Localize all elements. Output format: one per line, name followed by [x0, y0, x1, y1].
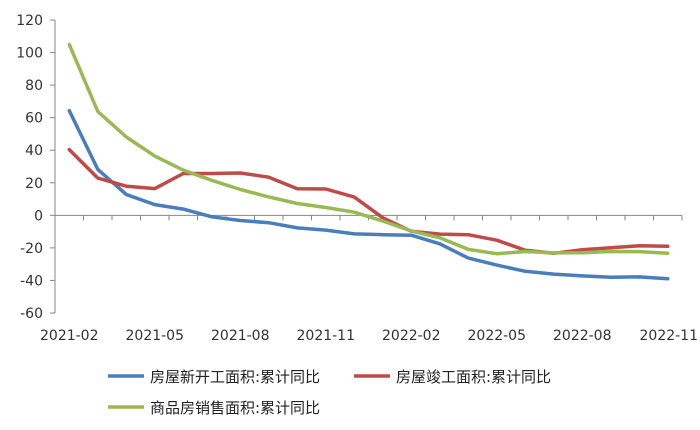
x-tick-label: 2021-05 — [126, 328, 185, 344]
y-axis-labels: -60 -40 -20 0 20 40 60 80 100 120 — [16, 13, 43, 322]
x-tick-label: 2022-05 — [468, 328, 527, 344]
y-tick-label: 100 — [16, 46, 43, 62]
y-tick-label: -40 — [20, 273, 43, 289]
y-tick-label: 40 — [25, 143, 43, 159]
y-tick-label: 120 — [16, 13, 43, 29]
y-tick-label: 80 — [25, 78, 43, 94]
y-tick-label: 60 — [25, 111, 43, 127]
y-tick-label: -20 — [20, 241, 43, 257]
legend-label: 房屋竣工面积:累计同比 — [396, 368, 551, 386]
legend-label: 房屋新开工面积:累计同比 — [150, 368, 320, 386]
legend-label: 商品房销售面积:累计同比 — [150, 399, 320, 417]
y-tick-label: -60 — [20, 306, 43, 322]
x-tick-label: 2022-11 — [640, 328, 699, 344]
series-line-1 — [67, 108, 670, 281]
y-tick-label: 20 — [25, 176, 43, 192]
x-axis-labels: 2021-02 2021-05 2021-08 2021-11 2022-02 2022-… — [40, 328, 698, 344]
y-tick-label: 0 — [34, 208, 43, 224]
axis-layer — [50, 19, 683, 314]
series-line-3 — [67, 42, 670, 256]
x-tick-label: 2022-08 — [553, 328, 612, 344]
x-tick-label: 2021-08 — [211, 328, 270, 344]
x-tick-label: 2021-02 — [40, 328, 99, 344]
x-tick-label: 2022-02 — [382, 328, 441, 344]
series-layer — [67, 42, 670, 281]
x-tick-label: 2021-11 — [297, 328, 356, 344]
series-line-2 — [67, 147, 670, 256]
